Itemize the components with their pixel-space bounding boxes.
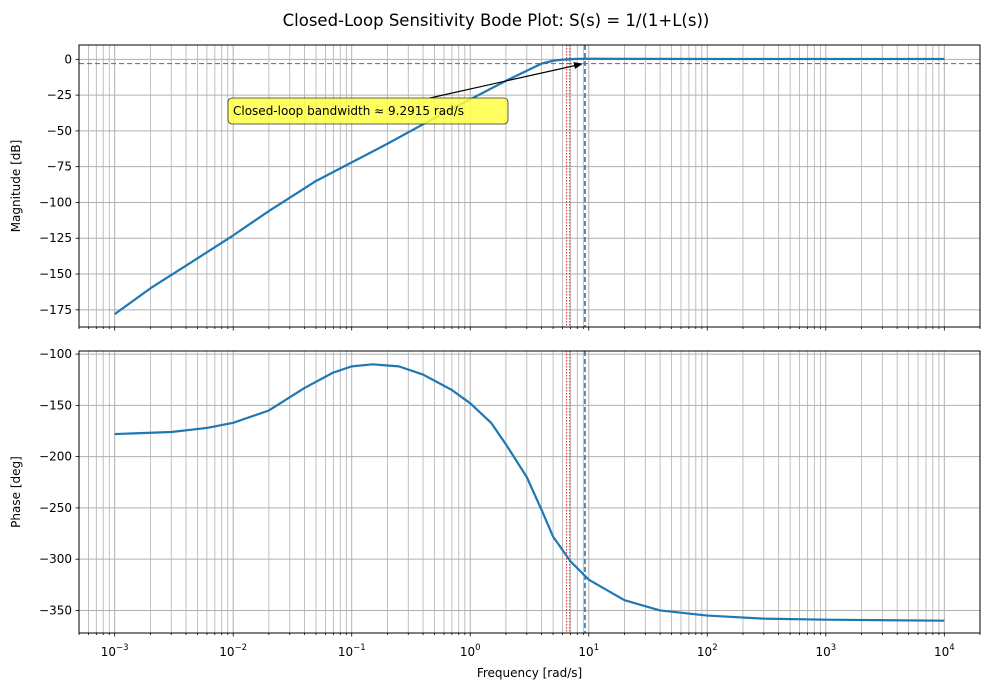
y-tick-label: 0 [64,52,72,66]
x-tick-label: 101 [578,643,599,659]
annotation-arrowhead [573,62,583,69]
series-line [114,363,945,622]
magnitude-axes-frame [78,44,981,328]
y-tick-label: −100 [39,195,72,209]
figure-title: Closed-Loop Sensitivity Bode Plot: S(s) … [283,11,710,30]
phase-panel: −100 −150 −200 −250 −300 −350 10−3 10−2 10−1 100 1… [9,347,981,680]
y-tick-label: −250 [39,501,72,515]
y-tick-label: −100 [39,347,72,361]
x-tick-label: 103 [815,643,836,659]
y-tick-label: −50 [47,124,72,138]
x-tick-label: 10−3 [101,643,129,659]
magnitude-panel: 0 −25 −50 −75 −100 −125 −150 −175 Magnitude [dB… [9,44,981,331]
x-tick-label: 100 [460,643,481,659]
phase-xlabel: Frequency [rad/s] [477,666,582,680]
phase-ylabel: Phase [deg] [9,456,23,528]
y-tick-label: −200 [39,450,72,464]
phase-ticks: −100 −150 −200 −250 −300 −350 10−3 10−2 10−1 100 1… [39,347,981,659]
annotation-text: Closed-loop bandwidth ≈ 9.2915 rad/s [233,104,464,118]
bandwidth-annotation: Closed-loop bandwidth ≈ 9.2915 rad/s [227,62,583,125]
x-tick-label: 10−1 [338,643,366,659]
magnitude-grid [78,45,981,327]
x-tick-label: 102 [697,643,718,659]
y-tick-label: −125 [39,231,72,245]
magnitude-ylabel: Magnitude [dB] [9,140,23,233]
phase-series [114,363,945,622]
x-tick-label: 104 [934,643,955,659]
annotation-arrow [429,64,578,99]
phase-reference-lines [566,351,586,633]
y-tick-label: −300 [39,552,72,566]
y-tick-label: −150 [39,267,72,281]
y-tick-label: −175 [39,303,72,317]
y-tick-label: −75 [47,160,72,174]
annotation-box [227,97,509,125]
magnitude-reference-lines [79,45,980,327]
y-tick-label: −25 [47,88,72,102]
y-tick-label: −350 [39,603,72,617]
phase-axes-frame [78,350,981,634]
magnitude-ticks: 0 −25 −50 −75 −100 −125 −150 −175 [39,52,981,331]
x-tick-label: 10−2 [219,643,247,659]
y-tick-label: −150 [39,398,72,412]
